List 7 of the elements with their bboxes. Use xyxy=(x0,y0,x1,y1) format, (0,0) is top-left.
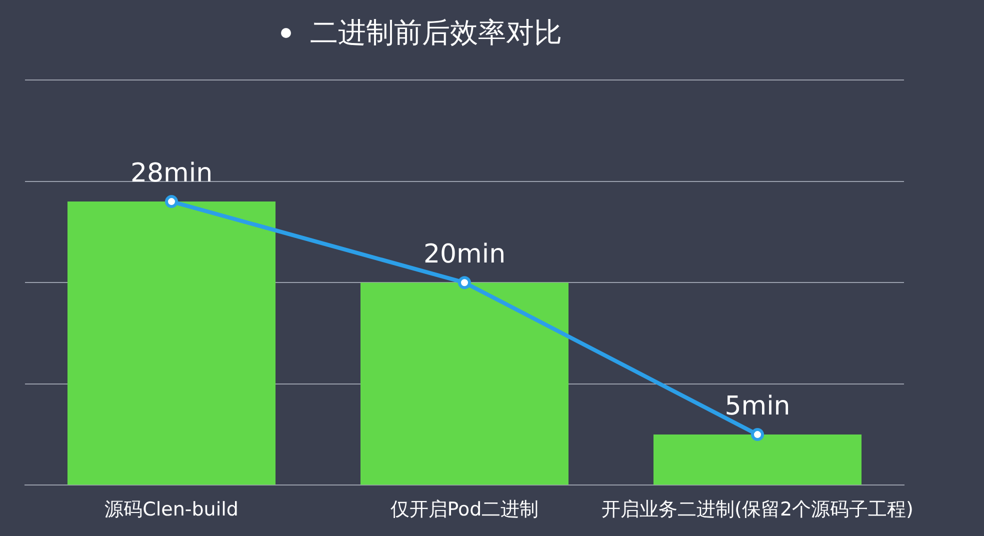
x-tick-label: 源码Clen-build xyxy=(104,498,238,521)
data-label: 5min xyxy=(724,391,790,422)
x-tick-label: 仅开启Pod二进制 xyxy=(390,498,539,521)
data-label: 20min xyxy=(423,239,506,270)
chart-title: 二进制前后效率对比 xyxy=(310,15,562,51)
x-tick-label: 开启业务二进制(保留2个源码子工程) xyxy=(602,498,914,521)
data-label: 28min xyxy=(130,158,213,188)
